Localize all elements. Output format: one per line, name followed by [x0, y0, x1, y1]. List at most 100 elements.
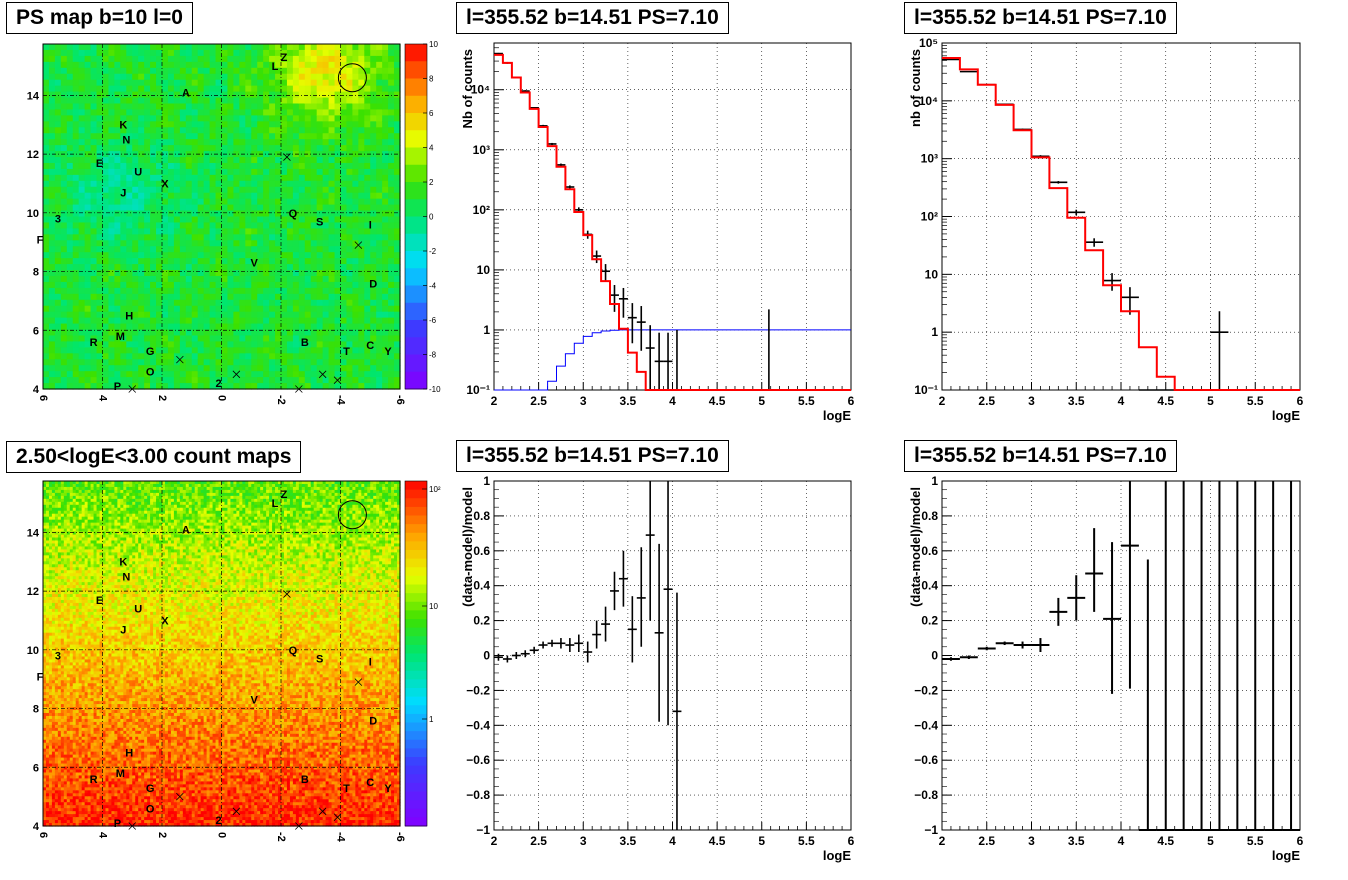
- y-tick-label: 10: [925, 267, 939, 281]
- x-tick-label: 4: [669, 394, 676, 408]
- residual-coarse-title: l=355.52 b=14.51 PS=7.10: [904, 440, 1177, 472]
- color-bar-label: 6: [429, 109, 434, 118]
- spectrum-fine-title: l=355.52 b=14.51 PS=7.10: [456, 2, 729, 34]
- source-label: I: [369, 220, 372, 232]
- source-label: N: [122, 134, 130, 146]
- x-tick-label: 2: [939, 394, 946, 408]
- map-y-tick-label: 8: [33, 267, 39, 279]
- map-y-tick-label: 12: [27, 149, 39, 161]
- color-bar-label: 2: [429, 178, 434, 187]
- y-tick-label: −0.4: [466, 718, 490, 732]
- source-label: D: [369, 278, 377, 290]
- spectrum-coarse-title: l=355.52 b=14.51 PS=7.10: [904, 2, 1177, 34]
- source-label: U: [134, 604, 142, 616]
- x-axis-label: logE: [1272, 848, 1300, 863]
- source-label: A: [182, 524, 190, 536]
- source-label: Z: [281, 489, 288, 501]
- ps-map-title: PS map b=10 l=0: [6, 2, 193, 34]
- map-y-tick-label: 6: [33, 762, 39, 774]
- y-tick-label: 0.2: [473, 614, 490, 628]
- x-tick-label: 2: [491, 834, 498, 848]
- source-label: M: [116, 331, 125, 343]
- color-bar-label: 10²: [429, 485, 441, 494]
- source-label: V: [251, 258, 259, 270]
- x-tick-label: 5.5: [798, 834, 815, 848]
- source-label: V: [251, 695, 259, 707]
- x-tick-label: 4.5: [1157, 394, 1174, 408]
- source-label: I: [369, 657, 372, 669]
- source-label: L: [272, 498, 279, 510]
- source-label: G: [146, 783, 155, 795]
- source-label: G: [146, 346, 155, 358]
- y-tick-label: −0.4: [914, 718, 938, 732]
- source-label: K: [119, 557, 127, 569]
- source-label: N: [122, 571, 130, 583]
- source-label: C: [366, 777, 374, 789]
- source-label: K: [119, 120, 127, 132]
- y-tick-label: 0.6: [921, 544, 938, 558]
- x-tick-label: 3.5: [1068, 834, 1085, 848]
- map-y-tick-label: 4: [33, 384, 40, 396]
- x-tick-label: 4.5: [709, 834, 726, 848]
- map-x-tick-label: -4: [335, 395, 347, 406]
- source-label: Y: [384, 346, 392, 358]
- source-label: H: [125, 311, 133, 323]
- x-tick-label: 4.5: [709, 394, 726, 408]
- source-label: M: [116, 768, 125, 780]
- color-bar-label: 10: [429, 602, 438, 611]
- y-tick-label: 0.8: [921, 509, 938, 523]
- y-tick-label: 1: [483, 474, 490, 488]
- source-label: S: [316, 217, 323, 229]
- source-label: F: [37, 234, 44, 246]
- source-label: S: [316, 654, 323, 666]
- source-label: D: [369, 715, 377, 727]
- y-tick-label: 0.2: [921, 614, 938, 628]
- map-y-tick-label: 14: [27, 527, 40, 539]
- source-label: H: [125, 748, 133, 760]
- y-tick-label: 10: [477, 263, 491, 277]
- y-tick-label: 0.4: [921, 579, 938, 593]
- y-tick-label: −1: [476, 823, 490, 837]
- x-tick-label: 6: [1297, 834, 1304, 848]
- x-tick-label: 3.5: [620, 834, 637, 848]
- source-label: Z: [281, 52, 288, 64]
- source-label: C: [366, 340, 374, 352]
- map-x-tick-label: 4: [97, 832, 109, 839]
- count-map-title: 2.50<logE<3.00 count maps: [6, 441, 301, 473]
- x-axis-label: logE: [1272, 408, 1300, 423]
- source-label: R: [90, 774, 98, 786]
- y-tick-label: 1: [483, 323, 490, 337]
- y-tick-label: 1: [931, 474, 938, 488]
- source-label: U: [134, 167, 142, 179]
- source-label: Y: [384, 783, 392, 795]
- y-axis-label: (data-model)/model: [460, 487, 475, 607]
- x-tick-label: 3.5: [620, 394, 637, 408]
- x-tick-label: 4: [669, 834, 676, 848]
- y-tick-label: 10³: [473, 143, 490, 157]
- y-tick-label: −0.6: [466, 753, 490, 767]
- color-bar-label: -4: [429, 282, 437, 291]
- x-tick-label: 2.5: [530, 834, 547, 848]
- x-tick-label: 5.5: [798, 394, 815, 408]
- data-point: [548, 143, 557, 145]
- source-label: B: [301, 337, 309, 349]
- map-x-tick-label: -6: [394, 832, 406, 842]
- map-x-tick-label: -2: [275, 395, 287, 405]
- color-bar-label: -2: [429, 247, 437, 256]
- y-tick-label: −0.8: [466, 788, 490, 802]
- source-label: 3: [55, 214, 61, 226]
- map-y-tick-label: 8: [33, 704, 39, 716]
- source-label: T: [343, 346, 350, 358]
- x-tick-label: 6: [848, 834, 855, 848]
- y-tick-label: 10⁵: [919, 36, 938, 50]
- source-label: B: [301, 774, 309, 786]
- y-tick-label: −0.2: [914, 683, 938, 697]
- map-x-tick-label: -2: [275, 832, 287, 842]
- color-bar-label: -8: [429, 351, 437, 360]
- source-label: J: [120, 624, 126, 636]
- x-tick-label: 2: [491, 394, 498, 408]
- x-tick-label: 5: [1207, 834, 1214, 848]
